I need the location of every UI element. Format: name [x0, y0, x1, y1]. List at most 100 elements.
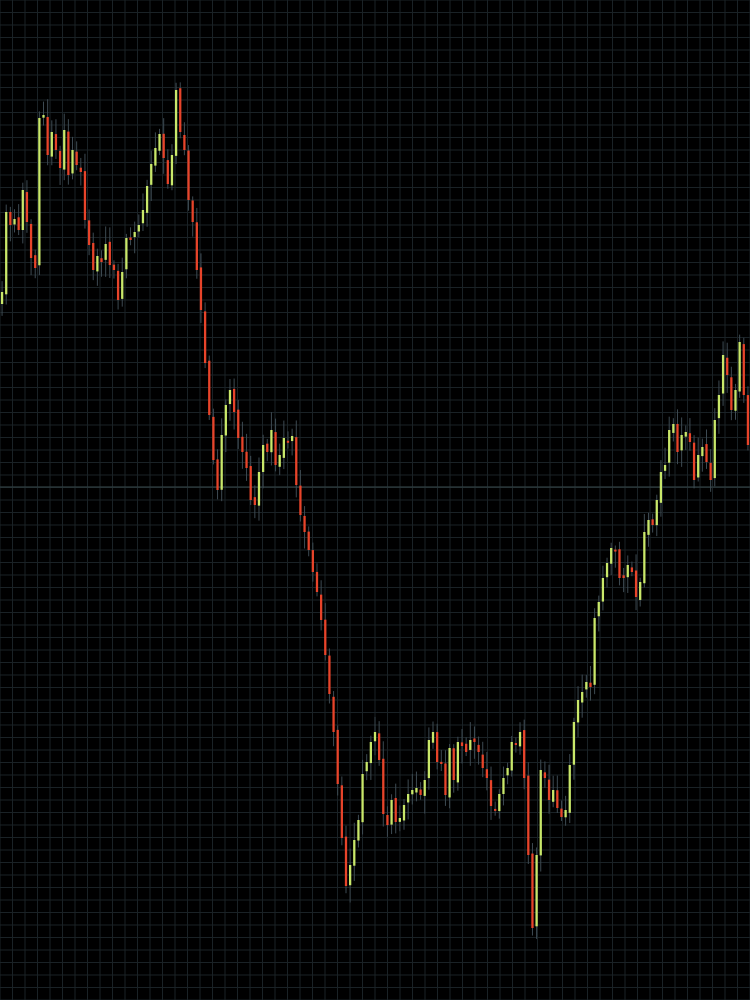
candle	[456, 736, 460, 791]
candle-body-down	[299, 485, 302, 515]
candle-body-up	[448, 748, 451, 798]
candle	[655, 494, 658, 537]
candle-body-down	[286, 440, 290, 443]
candle	[34, 249, 37, 279]
candle-body-down	[489, 780, 493, 806]
candle	[452, 744, 455, 793]
candle	[378, 721, 381, 766]
candle-body-up	[701, 447, 704, 457]
candle-body-up	[21, 190, 24, 231]
candle-body-up	[38, 118, 41, 266]
candle-body-down	[46, 116, 49, 155]
candle-body-up	[734, 390, 737, 411]
candle	[564, 795, 567, 826]
candle	[697, 437, 700, 482]
candle	[340, 776, 343, 846]
candle-body-down	[481, 754, 484, 768]
candle-body-down	[187, 150, 190, 200]
candle-body-down	[253, 497, 256, 505]
candle	[112, 260, 116, 279]
candle-body-up	[659, 472, 663, 503]
candle-body-up	[456, 742, 460, 783]
candle-body-up	[150, 164, 153, 185]
candle-body-up	[145, 186, 149, 213]
candle	[249, 455, 252, 506]
candle	[274, 418, 277, 472]
candle-body-down	[328, 655, 331, 694]
candle	[307, 526, 310, 557]
candle-body-down	[319, 594, 323, 620]
candle-body-down	[473, 738, 476, 742]
candle-body-down	[9, 211, 12, 225]
candle	[332, 691, 335, 747]
candle	[460, 729, 464, 764]
candle-body-up	[261, 445, 265, 472]
candles	[0, 82, 750, 939]
candle-body-down	[344, 836, 348, 886]
candle	[614, 545, 617, 568]
candle-body-down	[452, 748, 455, 780]
candle-body-down	[622, 575, 625, 578]
candle-body-down	[67, 131, 70, 175]
candle-body-down	[179, 88, 182, 132]
candle-body-up	[576, 700, 580, 723]
candle-body-up	[50, 132, 53, 157]
candle-body-down	[332, 696, 335, 732]
candle	[423, 771, 426, 814]
candle	[394, 783, 397, 834]
candle	[651, 513, 654, 533]
candle-body-up	[390, 800, 393, 825]
candle-body-up	[717, 395, 721, 419]
candle	[203, 302, 207, 369]
candle	[199, 253, 203, 323]
candle-body-up	[63, 130, 66, 170]
candle-body-down	[241, 436, 244, 452]
candle	[431, 721, 435, 749]
candle	[141, 193, 145, 231]
candle-body-up	[663, 465, 667, 471]
candle-body-down	[129, 237, 132, 240]
candle	[560, 800, 563, 822]
candle-body-down	[382, 758, 385, 814]
candle-body-up	[643, 532, 646, 584]
candle-body-up	[626, 565, 629, 578]
candle-body-down	[17, 217, 20, 230]
candle	[299, 470, 302, 522]
candle	[266, 438, 269, 462]
candle-body-down	[79, 167, 82, 172]
candle-body-up	[154, 148, 157, 166]
candle-body-down	[307, 531, 310, 550]
candle	[125, 233, 128, 279]
candle	[278, 443, 281, 476]
candle-body-down	[485, 769, 489, 778]
candle-body-up	[71, 150, 74, 174]
candle-body-up	[738, 342, 741, 392]
candle-body-down	[618, 549, 621, 578]
candle	[9, 206, 12, 242]
candle	[601, 565, 605, 611]
candle	[150, 150, 153, 201]
candle	[232, 378, 236, 430]
candle	[5, 204, 8, 305]
candle-body-up	[639, 582, 642, 600]
candle	[597, 595, 600, 632]
candle-body-up	[610, 548, 613, 564]
candle	[191, 196, 194, 237]
candle	[585, 674, 588, 698]
candle	[618, 541, 621, 586]
candle-body-up	[568, 765, 571, 813]
candle-body-down	[742, 344, 745, 395]
candle-body-down	[560, 808, 563, 817]
candle-body-up	[141, 210, 145, 224]
candle	[253, 485, 256, 519]
candle-body-up	[361, 774, 364, 823]
candle	[96, 248, 99, 286]
candle	[518, 722, 522, 755]
candle-body-down	[183, 134, 186, 150]
candle	[100, 250, 103, 277]
candle	[348, 848, 352, 903]
candle-body-up	[42, 115, 45, 118]
candle	[485, 751, 489, 791]
candle-body-down	[419, 789, 422, 795]
